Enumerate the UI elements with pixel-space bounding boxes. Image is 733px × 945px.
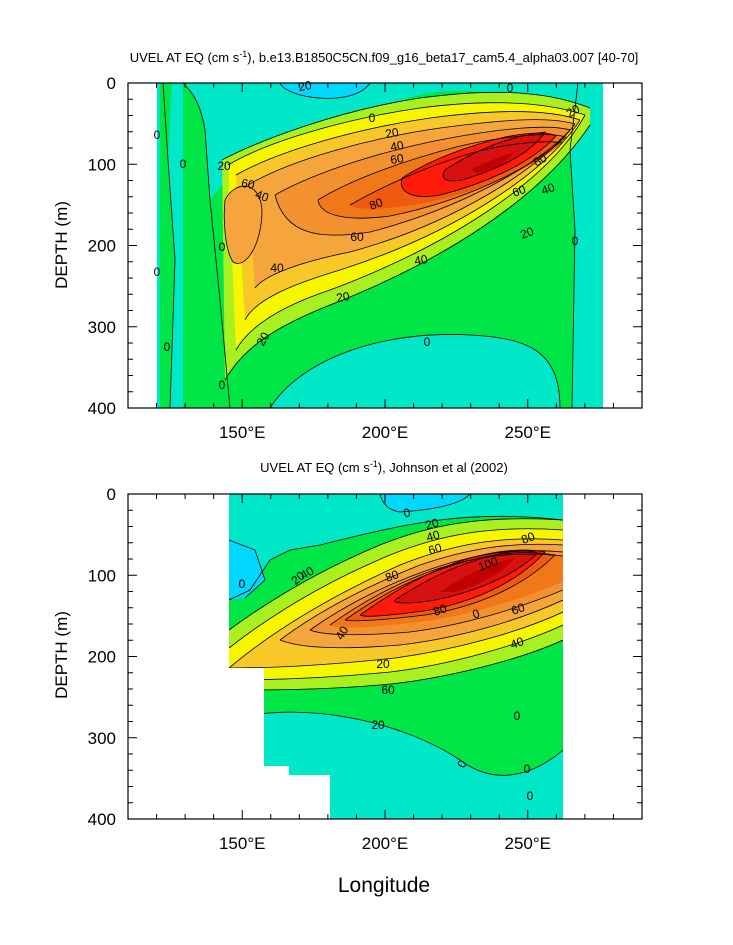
y-tick-label: 400	[88, 399, 116, 418]
panel-2-y-axis-label: DEPTH (m)	[52, 611, 71, 699]
contour-label: 20	[564, 101, 583, 120]
x-axis-label: Longitude	[338, 874, 430, 897]
contour-label: 20	[376, 657, 390, 671]
contour-label: 100	[476, 554, 500, 574]
contour-label: 80	[531, 150, 550, 169]
contour-label: 40	[508, 634, 526, 652]
contour-label: 20	[217, 159, 231, 173]
y-tick-label: 200	[88, 648, 116, 667]
contour-label: 0	[154, 265, 161, 279]
y-tick-label: 0	[107, 485, 116, 504]
contour-label: 20	[254, 329, 273, 348]
contour-label: 40	[413, 252, 429, 268]
contour-label: 40	[539, 180, 557, 198]
contour-label: 40	[333, 623, 352, 642]
x-tick-label: 150°E	[219, 834, 266, 853]
contour-label: 0	[572, 234, 579, 248]
contour-label: 80	[431, 601, 449, 619]
x-tick-label: 200°E	[362, 834, 409, 853]
contour-label: 60	[240, 176, 256, 192]
contour-label: 60	[381, 683, 395, 697]
panel-1-y-axis-label: DEPTH (m)	[52, 201, 71, 289]
contour-label: 60	[350, 230, 364, 244]
y-tick-label: 100	[88, 566, 116, 585]
x-tick-label: 200°E	[362, 423, 409, 442]
contour-label: 60	[509, 600, 527, 618]
contour-label: 80	[519, 529, 537, 547]
contour-label: 0	[154, 128, 161, 142]
y-tick-label: 0	[107, 74, 116, 93]
contour-label: 0	[180, 157, 187, 171]
y-tick-label: 100	[88, 155, 116, 174]
contour-label: 20	[371, 718, 385, 732]
contour-label: 0	[524, 762, 531, 776]
contour-label: 60	[389, 151, 405, 167]
y-tick-label: 300	[88, 729, 116, 748]
y-tick-label: 300	[88, 318, 116, 337]
contour-label: 0	[239, 577, 246, 591]
contour-label: 0	[507, 81, 514, 95]
panel-2-title: UVEL AT EQ (cm s-1), Johnson et al (2002…	[260, 459, 508, 475]
contour-label: 0	[470, 606, 481, 622]
contour-label: 40	[253, 187, 271, 205]
contour-label: 60	[510, 182, 528, 200]
contour-label: 40	[389, 138, 405, 154]
panel-1-title: UVEL AT EQ (cm s-1), b.e13.B1850C5CN.f09…	[130, 49, 639, 65]
panel-2-field	[229, 494, 563, 819]
contour-label: 20	[424, 515, 441, 532]
contour-label: 60	[427, 540, 444, 557]
contour-label: 40	[270, 261, 284, 275]
contour-label: 0	[424, 335, 431, 349]
x-tick-label: 250°E	[505, 423, 552, 442]
contour-label: 0	[219, 240, 226, 254]
contour-label: 40	[298, 563, 317, 582]
x-tick-label: 250°E	[505, 834, 552, 853]
y-tick-label: 400	[88, 810, 116, 829]
contour-label: 80	[383, 567, 401, 585]
panel-1-field	[157, 83, 603, 408]
y-tick-label: 200	[88, 237, 116, 256]
contour-label: 0	[402, 505, 412, 520]
contour-label: 20	[384, 125, 400, 141]
contour-label: 0	[219, 378, 226, 392]
contour-label: 0	[369, 111, 376, 125]
x-tick-label: 150°E	[219, 423, 266, 442]
contour-label: 80	[367, 195, 385, 213]
contour-label: 0	[527, 789, 534, 803]
contour-label: 20	[335, 289, 351, 305]
contour-label: 40	[425, 527, 442, 544]
contour-label: 20	[297, 78, 313, 94]
contour-label: 0	[164, 340, 171, 354]
contour-label: 20	[518, 224, 536, 242]
contour-label: 0	[514, 709, 521, 723]
